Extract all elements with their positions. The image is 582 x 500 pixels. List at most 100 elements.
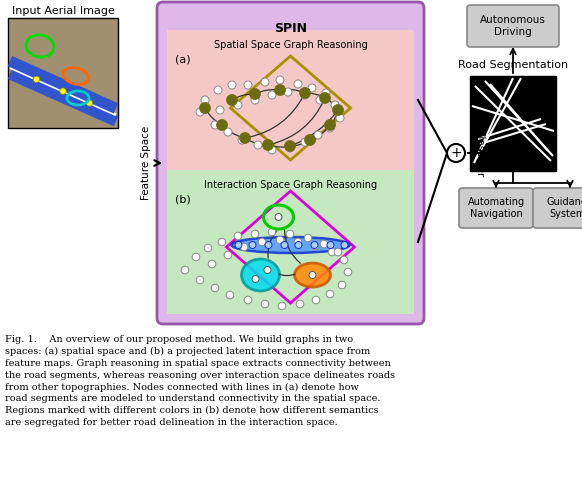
Circle shape <box>238 136 246 144</box>
Circle shape <box>284 88 292 96</box>
Circle shape <box>338 281 346 289</box>
Circle shape <box>275 84 286 96</box>
Circle shape <box>196 108 204 116</box>
Circle shape <box>251 230 259 238</box>
Circle shape <box>262 140 274 150</box>
Text: Autonomous
Driving: Autonomous Driving <box>480 15 546 37</box>
Bar <box>470 76 556 171</box>
Text: SPIN: SPIN <box>274 22 307 35</box>
Circle shape <box>276 76 284 84</box>
Circle shape <box>218 238 226 246</box>
Circle shape <box>320 240 328 248</box>
Circle shape <box>200 102 211 114</box>
Circle shape <box>211 284 219 292</box>
Circle shape <box>340 256 348 264</box>
Circle shape <box>60 88 66 94</box>
FancyBboxPatch shape <box>533 188 582 228</box>
Circle shape <box>316 96 324 104</box>
Bar <box>167 30 414 170</box>
Circle shape <box>300 88 311 99</box>
Circle shape <box>250 88 261 100</box>
Circle shape <box>249 242 256 248</box>
Circle shape <box>216 106 224 114</box>
Circle shape <box>264 266 271 274</box>
Circle shape <box>33 76 40 82</box>
Circle shape <box>320 92 331 104</box>
Circle shape <box>254 141 262 149</box>
Circle shape <box>311 242 319 250</box>
Text: Spatial Space Graph Reasoning: Spatial Space Graph Reasoning <box>214 40 367 50</box>
Circle shape <box>286 230 294 238</box>
Circle shape <box>228 81 236 89</box>
Circle shape <box>281 242 288 248</box>
Circle shape <box>224 128 232 136</box>
Circle shape <box>226 291 234 299</box>
Text: Feature Space: Feature Space <box>141 126 151 200</box>
Circle shape <box>261 300 269 308</box>
FancyBboxPatch shape <box>467 5 559 47</box>
Circle shape <box>344 268 352 276</box>
Circle shape <box>211 121 219 129</box>
FancyBboxPatch shape <box>157 2 424 324</box>
Ellipse shape <box>242 259 279 291</box>
Circle shape <box>301 138 309 146</box>
Circle shape <box>204 244 212 252</box>
Text: Input Aerial Image: Input Aerial Image <box>12 6 115 16</box>
Circle shape <box>332 104 343 116</box>
Text: (b): (b) <box>175 194 191 204</box>
Circle shape <box>252 276 259 282</box>
Text: (a): (a) <box>175 54 191 64</box>
Circle shape <box>240 132 250 143</box>
Bar <box>8 18 118 128</box>
Circle shape <box>304 234 312 242</box>
Text: Classifier: Classifier <box>474 129 484 177</box>
Circle shape <box>235 242 242 248</box>
Circle shape <box>251 96 259 104</box>
Circle shape <box>268 91 276 99</box>
Circle shape <box>336 114 344 122</box>
Circle shape <box>261 78 269 86</box>
Circle shape <box>308 84 316 92</box>
Circle shape <box>258 238 266 246</box>
Circle shape <box>286 144 294 152</box>
Circle shape <box>312 296 320 304</box>
Ellipse shape <box>294 263 331 287</box>
Text: Fig. 1.    An overview of our proposed method. We build graphs in two
spaces: (a: Fig. 1. An overview of our proposed meth… <box>5 335 395 427</box>
Circle shape <box>326 290 334 298</box>
Circle shape <box>294 238 302 246</box>
Circle shape <box>328 248 336 256</box>
Circle shape <box>196 276 204 284</box>
Circle shape <box>295 242 302 248</box>
Circle shape <box>304 134 315 145</box>
Circle shape <box>244 81 252 89</box>
Circle shape <box>181 266 189 274</box>
Circle shape <box>331 101 339 109</box>
Circle shape <box>327 242 334 248</box>
Circle shape <box>268 146 276 154</box>
Circle shape <box>294 80 302 88</box>
Text: +: + <box>450 146 462 160</box>
Circle shape <box>322 89 330 97</box>
Circle shape <box>296 300 304 308</box>
Circle shape <box>201 96 209 104</box>
Circle shape <box>86 100 93 106</box>
Circle shape <box>341 242 348 248</box>
Circle shape <box>309 272 316 278</box>
Circle shape <box>276 236 284 244</box>
FancyBboxPatch shape <box>459 188 533 228</box>
Ellipse shape <box>232 237 350 253</box>
Circle shape <box>268 228 276 236</box>
Circle shape <box>326 124 334 132</box>
Circle shape <box>311 242 318 248</box>
Circle shape <box>265 242 272 248</box>
Circle shape <box>234 101 242 109</box>
Circle shape <box>314 131 322 139</box>
Bar <box>167 170 414 314</box>
Circle shape <box>214 86 222 94</box>
Circle shape <box>192 253 200 261</box>
Circle shape <box>278 302 286 310</box>
Circle shape <box>217 120 228 130</box>
Circle shape <box>234 232 242 240</box>
Circle shape <box>325 120 335 130</box>
Circle shape <box>226 94 237 106</box>
